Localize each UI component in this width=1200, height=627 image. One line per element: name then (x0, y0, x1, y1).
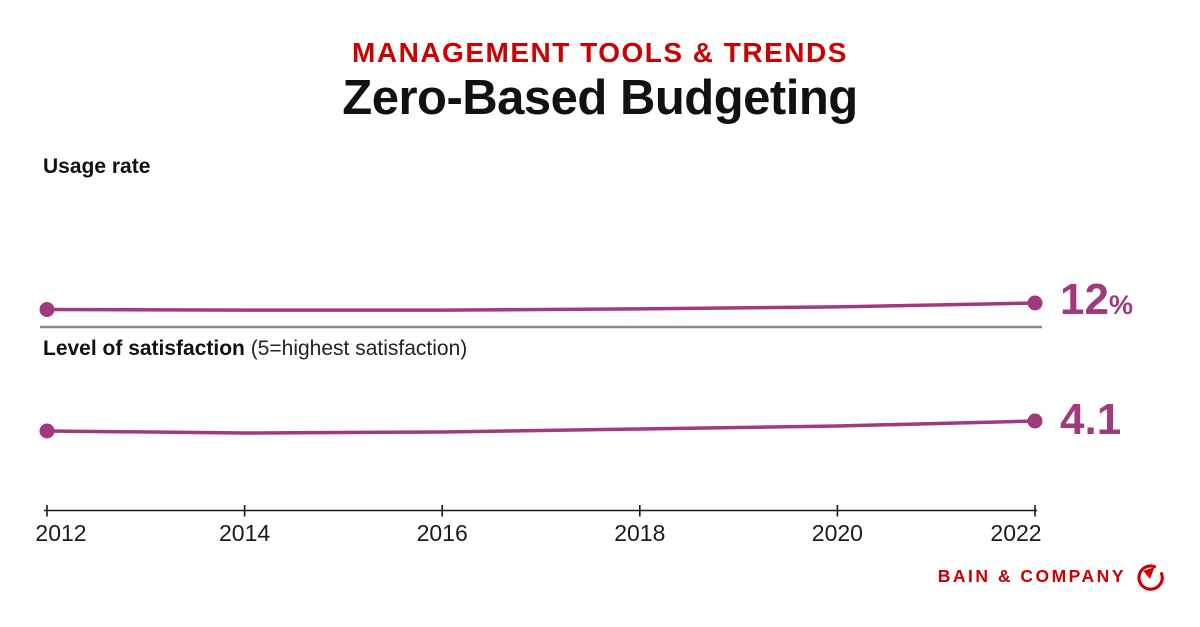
brand-footer: BAIN & COMPANY (938, 561, 1166, 593)
satisfaction-endpoint-dot (39, 423, 55, 439)
axis-tick-label: 2020 (811, 520, 863, 546)
usage-end-number: 12 (1060, 275, 1109, 324)
axis-tick-label: 2018 (614, 520, 666, 546)
usage-endpoint-dot (1027, 295, 1043, 311)
usage-line (46, 301, 1036, 312)
axis-tick-label: 2012 (35, 520, 87, 546)
usage-rate-label: Usage rate (43, 155, 151, 178)
satisfaction-end-value: 4.1 (1060, 395, 1122, 444)
axis-tick-label: 2022 (990, 520, 1042, 546)
axis-tick-label: 2016 (416, 520, 468, 546)
satisfaction-endpoint-dot (1027, 413, 1043, 429)
satisfaction-line (46, 419, 1036, 435)
usage-endpoint-dot (39, 302, 55, 317)
satisfaction-label-note: (5=highest satisfaction) (244, 337, 468, 360)
brand-name: BAIN & COMPANY (937, 566, 1126, 587)
satisfaction-label: Level of satisfaction (5=highest satisfa… (43, 338, 467, 359)
usage-end-unit: % (1108, 290, 1133, 320)
satisfaction-label-bold: Level of satisfaction (43, 337, 245, 360)
page-title: Zero-Based Budgeting (342, 71, 858, 125)
bain-compass-logo-icon (1137, 563, 1164, 591)
series-eyebrow: MANAGEMENT TOOLS & TRENDS (352, 37, 848, 68)
chart-series-group (39, 295, 1043, 517)
usage-end-value: 12% (1060, 278, 1133, 322)
axis-tick-label: 2014 (219, 520, 271, 546)
